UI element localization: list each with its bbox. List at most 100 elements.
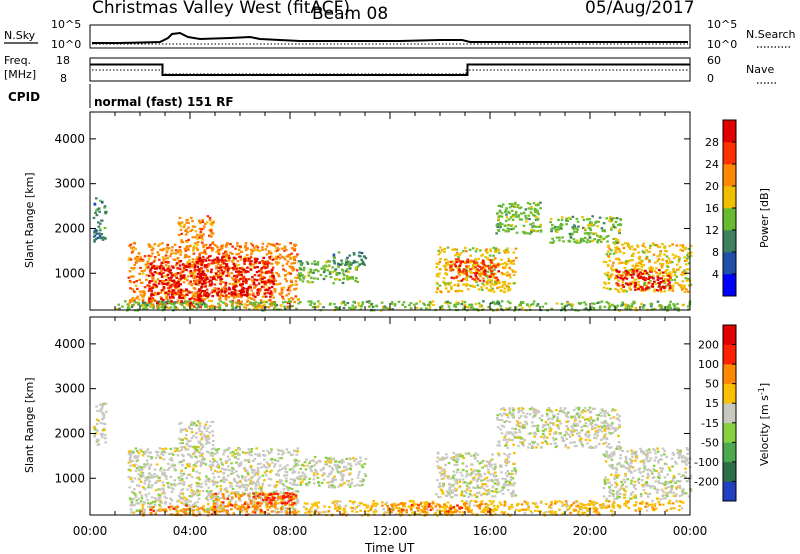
velocity-cell — [324, 456, 328, 459]
velocity-cell — [459, 453, 462, 456]
velocity-cell — [448, 489, 452, 492]
power-cell — [242, 287, 246, 290]
power-cell — [536, 211, 540, 214]
power-cell — [360, 262, 364, 265]
power-cell — [240, 294, 243, 297]
velocity-cell — [248, 450, 252, 453]
power-cell — [206, 247, 209, 250]
power-cell — [668, 284, 672, 287]
power-cell — [687, 262, 691, 265]
power-cell — [657, 258, 661, 261]
power-cell — [333, 262, 336, 265]
power-cell — [166, 261, 169, 264]
velocity-cell — [263, 479, 266, 482]
velocity-cell — [179, 460, 183, 463]
velocity-cell — [341, 479, 344, 482]
power-cell — [262, 286, 266, 289]
power-cell — [610, 249, 613, 252]
power-cell — [606, 250, 610, 253]
velocity-cell — [247, 493, 250, 496]
velocity-cell — [258, 486, 262, 489]
power-cell — [273, 302, 276, 305]
power-cell — [555, 302, 559, 305]
velocity-cell — [285, 480, 288, 483]
velocity-cell — [214, 493, 218, 497]
velocity-cell — [148, 467, 151, 470]
velocity-cell — [200, 482, 203, 485]
power-cell — [673, 257, 676, 260]
velocity-cell — [452, 477, 455, 480]
power-cell — [295, 269, 299, 272]
power-cell — [594, 232, 597, 235]
power-cell — [302, 276, 305, 279]
power-cell — [196, 269, 199, 272]
power-cell — [92, 216, 96, 219]
velocity-cell — [135, 484, 139, 487]
velocity-cell — [181, 464, 184, 467]
velocity-cell — [195, 436, 198, 439]
power-cell — [131, 249, 135, 252]
power-cell — [215, 273, 219, 276]
power-cell — [219, 297, 222, 300]
power-cell — [317, 270, 320, 273]
velocity-cell — [257, 453, 261, 456]
velocity-cell — [237, 476, 240, 479]
power-cell — [644, 257, 648, 260]
power-cell — [640, 265, 644, 268]
power-cell — [257, 302, 261, 305]
power-cell — [174, 287, 178, 290]
power-cell — [227, 286, 231, 289]
power-cell — [461, 270, 465, 273]
power-cell — [233, 274, 236, 278]
power-cell — [248, 302, 252, 305]
power-cell — [591, 239, 594, 242]
velocity-cell — [100, 406, 104, 409]
power-cell — [287, 300, 291, 303]
velocity-cell — [162, 450, 165, 453]
velocity-cell — [179, 492, 182, 495]
velocity-cell — [217, 475, 221, 478]
velocity-cell — [343, 482, 346, 485]
velocity-cell — [441, 472, 444, 476]
power-cell — [361, 301, 365, 304]
power-cell — [475, 308, 479, 311]
power-cell — [648, 259, 651, 262]
power-cell — [454, 258, 458, 261]
power-cell — [625, 282, 628, 285]
power-cell — [169, 272, 173, 275]
power-cell — [634, 278, 638, 281]
velocity-cell — [476, 472, 480, 475]
power-cell — [508, 288, 512, 291]
power-cell — [207, 264, 211, 267]
power-cell — [681, 271, 684, 274]
power-cell — [236, 280, 240, 283]
power-cell — [435, 273, 439, 276]
power-cell — [293, 247, 297, 250]
velocity-cell — [143, 463, 146, 466]
power-cell — [193, 298, 196, 301]
power-cell — [637, 281, 640, 284]
power-cell — [585, 241, 589, 244]
power-cell — [689, 283, 693, 286]
velocity-cell — [216, 463, 220, 466]
velocity-cell — [444, 494, 448, 497]
power-cell — [169, 268, 172, 271]
power-cell — [270, 293, 274, 297]
velocity-cell — [101, 436, 104, 439]
power-cell — [216, 262, 220, 265]
velocity-cell — [439, 458, 442, 461]
velocity-cell — [137, 465, 140, 468]
power-cell — [625, 260, 628, 263]
velocity-cell — [227, 474, 230, 477]
power-cell — [507, 282, 511, 285]
velocity-cell — [173, 482, 176, 486]
velocity-cell — [186, 473, 190, 477]
power-cell — [131, 298, 134, 301]
velocity-cell — [301, 463, 304, 466]
power-cell — [506, 271, 509, 274]
power-cell — [659, 288, 662, 291]
velocity-cell — [274, 463, 277, 466]
power-cell — [219, 292, 223, 295]
velocity-cell — [146, 502, 150, 505]
